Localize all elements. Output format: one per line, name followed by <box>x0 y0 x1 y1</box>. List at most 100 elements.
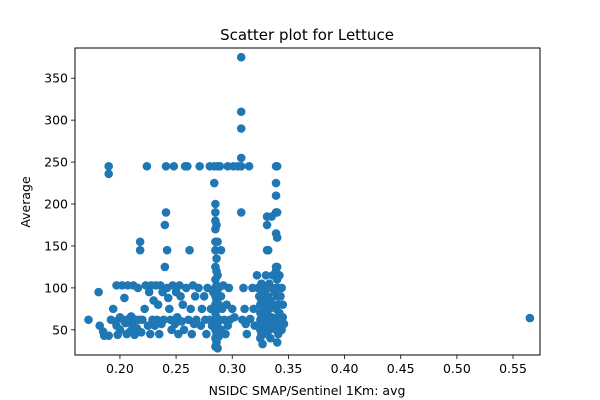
plot-area-frame <box>74 47 541 356</box>
data-point-164 <box>242 329 252 339</box>
data-point-194 <box>262 220 272 230</box>
data-point-64 <box>168 281 178 290</box>
data-point-65 <box>169 161 179 171</box>
x-tick-label: 0.50 <box>443 361 471 376</box>
data-point-159 <box>236 208 246 217</box>
data-point-239 <box>276 291 285 301</box>
data-point-130 <box>213 271 222 280</box>
data-point-243 <box>278 300 288 309</box>
data-point-27 <box>130 330 139 340</box>
data-point-6 <box>104 169 113 179</box>
data-point-48 <box>153 300 163 309</box>
data-point-154 <box>236 52 246 62</box>
data-point-139 <box>216 291 226 301</box>
data-point-33 <box>135 245 145 255</box>
data-point-86 <box>194 283 203 293</box>
y-tick-label: 350 <box>44 71 68 86</box>
data-point-79 <box>185 245 194 255</box>
data-point-166 <box>245 314 255 324</box>
x-tick-label: 0.30 <box>218 361 246 376</box>
data-point-0 <box>84 315 93 325</box>
data-point-132 <box>213 343 222 353</box>
data-point-35 <box>138 315 147 325</box>
data-point-18 <box>120 293 129 303</box>
x-tick-label: 0.40 <box>331 361 359 376</box>
data-point-89 <box>197 304 207 314</box>
data-point-158 <box>236 161 246 171</box>
data-point-101 <box>211 199 220 209</box>
data-point-74 <box>179 325 189 335</box>
y-tick-label: 150 <box>44 238 68 253</box>
data-point-58 <box>162 245 172 255</box>
data-point-136 <box>215 161 225 171</box>
data-point-73 <box>178 300 188 309</box>
data-point-148 <box>224 283 234 293</box>
data-point-168 <box>249 304 258 314</box>
data-point-144 <box>221 329 230 339</box>
data-point-206 <box>266 333 275 343</box>
data-point-15 <box>115 325 125 335</box>
data-point-57 <box>161 161 171 171</box>
data-point-41 <box>145 329 155 339</box>
data-point-117 <box>212 220 221 230</box>
data-point-87 <box>195 161 204 171</box>
data-point-217 <box>271 191 281 200</box>
data-point-54 <box>160 262 170 272</box>
data-point-102 <box>211 208 220 217</box>
data-point-156 <box>236 124 246 133</box>
data-point-225 <box>272 161 282 171</box>
data-point-138 <box>216 245 226 255</box>
data-point-50 <box>156 281 165 290</box>
data-point-161 <box>239 283 248 293</box>
data-point-84 <box>190 291 200 301</box>
data-point-7 <box>104 331 113 341</box>
data-point-85 <box>192 315 201 325</box>
x-axis: 0.20 0.25 0.30 0.35 0.40 0.45 0.50 0.55 <box>106 355 527 376</box>
data-point-9 <box>108 304 118 314</box>
data-point-216 <box>271 178 281 188</box>
y-tick-label: 50 <box>52 322 68 337</box>
y-tick-label: 300 <box>44 113 68 128</box>
data-point-72 <box>177 317 186 326</box>
x-tick-label: 0.55 <box>499 361 527 376</box>
data-point-71 <box>176 291 185 301</box>
data-point-32 <box>135 237 145 247</box>
data-point-162 <box>240 304 249 314</box>
data-point-92 <box>202 329 211 339</box>
data-point-49 <box>154 329 164 339</box>
data-point-199 <box>263 245 273 255</box>
data-point-157 <box>236 153 246 163</box>
data-point-34 <box>136 328 146 337</box>
data-point-232 <box>272 338 282 347</box>
data-point-30 <box>133 283 143 293</box>
x-tick-label: 0.25 <box>162 361 190 376</box>
data-point-77 <box>183 161 192 171</box>
data-point-100 <box>209 178 219 188</box>
data-point-81 <box>187 329 197 339</box>
data-point-88 <box>196 321 206 330</box>
data-point-38 <box>142 161 152 171</box>
data-point-245 <box>279 319 289 329</box>
data-point-61 <box>165 304 174 314</box>
data-point-1 <box>94 287 103 297</box>
data-point-244 <box>278 312 288 322</box>
data-point-40 <box>144 287 154 297</box>
data-point-228 <box>272 262 282 272</box>
data-point-55 <box>160 220 170 230</box>
y-tick-label: 250 <box>44 155 68 170</box>
data-point-70 <box>175 281 184 290</box>
x-tick-label: 0.20 <box>106 361 134 376</box>
data-point-5 <box>104 161 113 171</box>
chart-title: Scatter plot for Lettuce <box>220 26 394 44</box>
data-point-56 <box>161 208 171 217</box>
data-point-237 <box>275 271 284 280</box>
data-point-60 <box>163 293 173 303</box>
data-point-118 <box>212 254 221 263</box>
data-point-66 <box>170 319 180 329</box>
data-point-226 <box>272 208 282 217</box>
data-point-227 <box>272 233 282 242</box>
data-point-152 <box>230 312 239 322</box>
data-point-135 <box>214 332 224 341</box>
data-point-155 <box>236 107 246 117</box>
